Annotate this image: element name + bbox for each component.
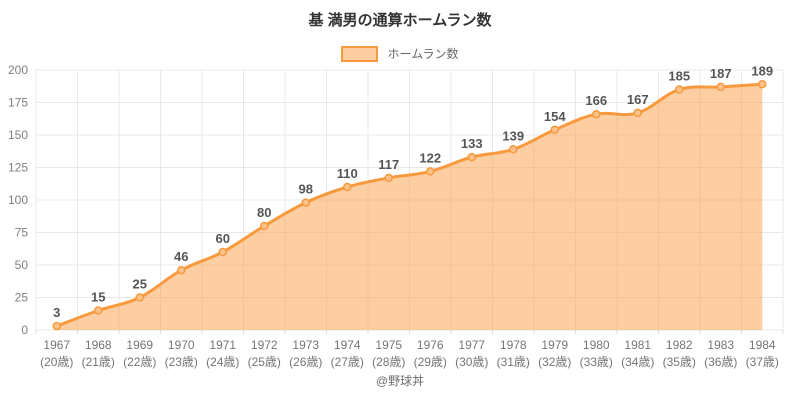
y-tick-label: 175 (8, 96, 28, 110)
legend-item-homeruns[interactable]: ホームラン数 (341, 45, 459, 62)
data-label: 3 (53, 305, 60, 320)
x-tick-label-age: (23歳) (165, 355, 198, 369)
data-label: 189 (751, 63, 773, 78)
y-tick-label: 25 (15, 291, 29, 305)
x-tick-label-age: (21歳) (82, 355, 115, 369)
data-point (177, 265, 186, 275)
x-tick-label-year: 1984 (749, 338, 776, 352)
data-point (716, 82, 725, 92)
x-tick-label-age: (27歳) (331, 355, 364, 369)
x-tick-label-year: 1977 (458, 338, 485, 352)
y-tick-label: 200 (8, 63, 28, 77)
data-label: 80 (257, 205, 271, 220)
watermark: @野球丼 (375, 374, 425, 388)
x-tick-label-year: 1974 (334, 338, 361, 352)
data-label: 122 (419, 150, 441, 165)
data-point (509, 145, 518, 154)
x-tick-label-year: 1973 (292, 338, 319, 352)
y-tick-label: 50 (15, 258, 29, 272)
data-label: 60 (216, 231, 230, 246)
data-point (467, 152, 476, 162)
data-point (135, 293, 144, 302)
x-tick-label-age: (32歳) (538, 355, 571, 369)
data-point (384, 173, 393, 183)
data-point (260, 221, 269, 231)
x-tick-label-year: 1979 (541, 338, 568, 352)
legend-label: ホームラン数 (387, 47, 459, 61)
data-point (550, 125, 559, 135)
legend-swatch (341, 45, 379, 62)
x-tick-label-year: 1976 (417, 338, 444, 352)
x-tick-label-year: 1982 (666, 338, 693, 352)
y-tick-label: 150 (8, 128, 28, 142)
data-label: 117 (378, 157, 399, 172)
x-tick-label-age: (31歳) (497, 355, 530, 369)
data-point (218, 247, 227, 257)
area-fill (56, 84, 763, 330)
x-tick-label-year: 1980 (583, 338, 610, 352)
data-label: 110 (337, 166, 358, 181)
x-tick-label-year: 1968 (85, 338, 112, 352)
x-tick-label-age: (22歳) (123, 355, 156, 369)
data-label: 154 (544, 109, 566, 124)
x-tick-label-year: 1972 (251, 338, 278, 352)
data-label: 133 (461, 136, 483, 151)
data-label: 25 (133, 277, 147, 292)
x-tick-label-age: (34歳) (621, 355, 654, 369)
data-label: 46 (174, 249, 188, 264)
x-tick-label-year: 1971 (209, 338, 236, 352)
data-label: 167 (627, 92, 649, 107)
data-label: 98 (299, 182, 313, 197)
data-point (758, 80, 767, 89)
legend: ホームラン数 (0, 45, 800, 62)
data-label: 187 (710, 66, 732, 81)
x-tick-label-year: 1967 (43, 338, 70, 352)
y-tick-label: 100 (8, 193, 28, 207)
chart-title: 基 満男の通算ホームラン数 (308, 12, 492, 29)
data-point (94, 306, 103, 315)
x-tick-label-age: (36歳) (704, 355, 737, 369)
y-tick-label: 75 (15, 226, 29, 240)
y-tick-label: 125 (8, 161, 28, 175)
x-tick-label-age: (35歳) (663, 355, 696, 369)
y-tick-label: 0 (21, 323, 28, 337)
data-point (426, 167, 435, 176)
x-tick-label-year: 1981 (624, 338, 651, 352)
data-point (633, 108, 642, 118)
x-tick-label-age: (25歳) (248, 355, 281, 369)
x-tick-label-age: (28歳) (372, 355, 405, 369)
data-label: 139 (502, 128, 524, 143)
x-tick-label-age: (20歳) (40, 355, 73, 369)
data-label: 15 (91, 290, 105, 305)
x-tick-label-age: (24歳) (206, 355, 239, 369)
data-point (301, 198, 310, 207)
data-point (675, 85, 684, 94)
x-tick-label-year: 1969 (126, 338, 153, 352)
x-tick-label-year: 1983 (707, 338, 734, 352)
data-label: 166 (585, 93, 607, 108)
data-point (592, 109, 601, 119)
data-point (343, 182, 352, 192)
data-point (52, 321, 61, 331)
x-tick-label-age: (37歳) (746, 355, 779, 369)
x-tick-label-age: (30歳) (455, 355, 488, 369)
x-tick-label-year: 1970 (168, 338, 195, 352)
x-tick-label-year: 1975 (375, 338, 402, 352)
x-tick-label-age: (26歳) (289, 355, 322, 369)
data-label: 185 (668, 69, 690, 84)
x-tick-label-age: (33歳) (580, 355, 613, 369)
x-tick-label-year: 1978 (500, 338, 527, 352)
x-tick-label-age: (29歳) (414, 355, 447, 369)
